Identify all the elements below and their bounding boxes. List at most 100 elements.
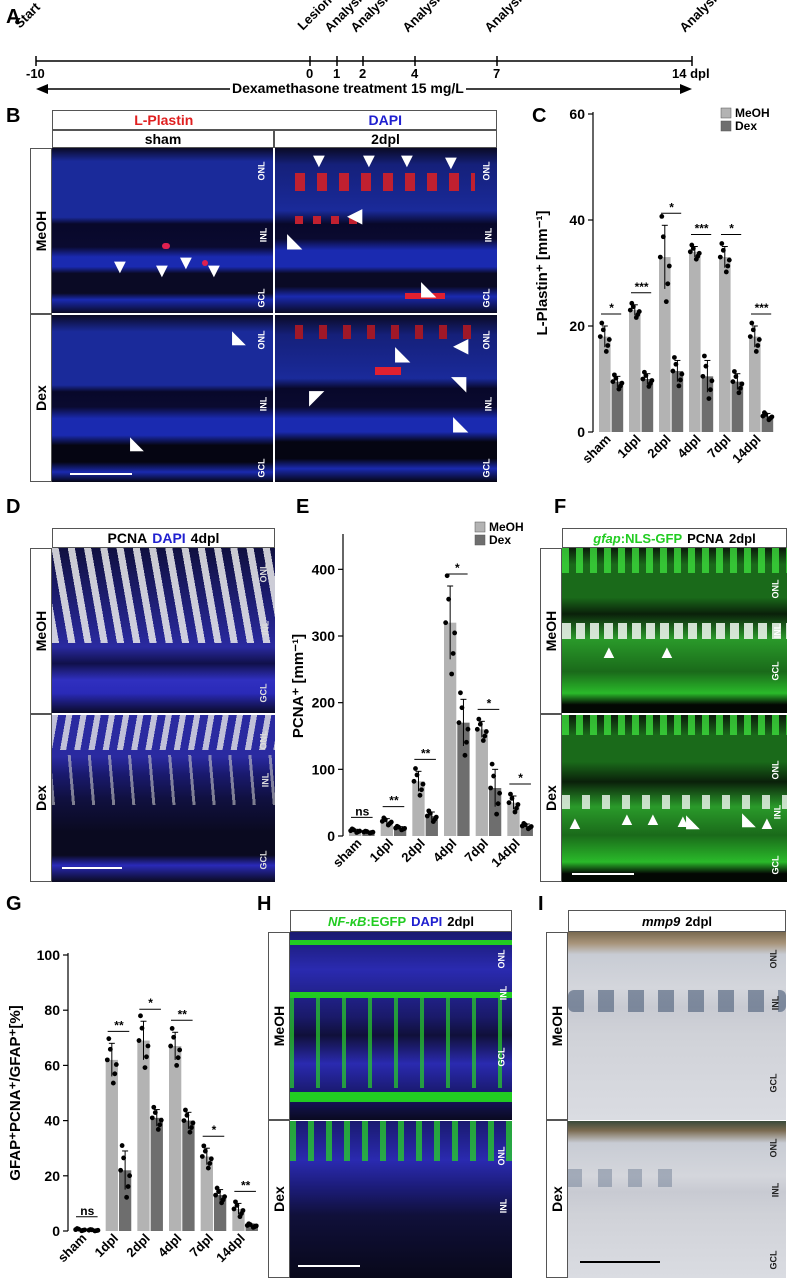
row-meoh: MeOH [30,148,52,314]
layer-label: ONL [258,730,269,750]
data-point [663,299,669,305]
data-point [476,716,482,722]
data-point [175,1055,181,1061]
data-point [605,343,611,348]
data-point [749,320,755,326]
title-nls-gfp: :NLS-GFP [620,530,683,546]
layer-label: ONL [256,161,267,181]
bar [182,1120,195,1231]
data-point [678,377,683,383]
scale-bar [70,473,132,475]
lplastin-cluster [295,325,485,339]
layer-label: GCL [258,683,269,703]
image-h-dex: ONL INL [290,1121,512,1278]
data-point [121,1155,127,1161]
data-point [411,778,417,784]
data-point [733,374,739,379]
arrowhead-icon: ▼ [397,150,417,172]
image-d-meoh: ONL INL GCL [52,548,275,713]
tick-label: 14 dpl [672,66,710,81]
title-dapi: DAPI [152,530,186,546]
row-meoh: MeOH [30,548,52,714]
data-point [168,1043,174,1049]
image-b-dex-2dpl: ◣ ◀ ◥ ◤ ◣ ONL INL GCL [275,315,497,482]
data-point [199,1154,205,1159]
data-point [458,690,463,696]
data-point [354,830,360,835]
data-point [606,337,612,342]
legend-swatch [720,120,732,132]
data-point [603,349,609,354]
panel-label-f: F [554,496,567,518]
y-tick-label: 100 [37,947,61,963]
x-tick-label: 2dpl [644,432,674,462]
arrowhead-icon: ◀ [347,205,363,227]
data-point [660,234,666,240]
data-point [482,733,488,739]
panel-h-title: NF-κB:EGFP DAPI 2dpl [290,910,512,932]
data-point [201,1143,207,1149]
layer-label: INL [258,396,269,412]
y-tick-label: 40 [569,212,585,228]
arrowhead-icon: ◣ [232,327,246,347]
data-point [708,387,713,393]
panel-label-d: D [6,496,21,518]
y-axis-label: GFAP⁺PCNA⁺/GFAP⁺[%] [7,1005,24,1180]
data-point [189,1125,194,1130]
x-tick-label: 14dpl [488,836,523,871]
pcna-cells [562,623,787,639]
bar [105,1059,118,1231]
x-tick-label: 2dpl [398,836,428,866]
data-point [512,809,518,815]
y-tick-label: 60 [44,1057,60,1073]
data-point [725,263,731,269]
data-point [762,410,767,416]
layer-label: GCL [481,458,492,478]
title-time: 2dpl [728,530,756,546]
data-point [250,1225,256,1230]
image-b-dex-sham: ◣ ◣ ONL INL GCL [52,315,273,482]
significance-label: * [518,771,523,785]
data-point [670,368,676,374]
data-point [506,800,512,806]
data-point [679,371,685,377]
layer-label: GCL [770,661,781,681]
data-point [151,1104,157,1110]
pcna-cells [52,715,275,750]
arrowhead-icon: ▲ [658,642,676,662]
panel-b-title: L-Plastin DAPI [52,110,497,130]
significance-label: * [455,561,460,575]
lplastin-cluster [405,293,445,299]
bar [629,310,641,432]
layer-label: GCL [256,288,267,308]
data-point [732,369,737,374]
layer-label: INL [260,772,271,788]
arrowhead-icon: ▲ [566,813,584,833]
egfp-band [290,1092,512,1102]
y-axis-label: PCNA⁺ [mm⁻¹] [290,634,307,738]
layer-label: GCL [256,458,267,478]
data-point [443,620,449,626]
data-point [700,373,706,379]
col-sham: sham [52,130,274,148]
data-point [719,241,725,246]
x-tick-label: 1dpl [367,836,397,866]
data-point [657,254,663,260]
data-point [464,739,469,745]
data-point [385,822,391,828]
scale-bar [580,1261,660,1263]
layer-label: INL [258,227,269,243]
data-point [118,1167,124,1173]
pcna-cells [52,548,275,643]
data-point [489,761,495,767]
pcna-cells [52,755,275,805]
data-point [106,1036,112,1042]
layer-label: INL [772,623,783,639]
layer-label: INL [770,995,781,1011]
data-point [426,808,432,814]
image-i-meoh: ONL INL GCL [568,932,786,1120]
lplastin-cell [162,243,170,249]
tick-label: -10 [26,66,45,81]
layer-label: INL [498,1198,509,1214]
